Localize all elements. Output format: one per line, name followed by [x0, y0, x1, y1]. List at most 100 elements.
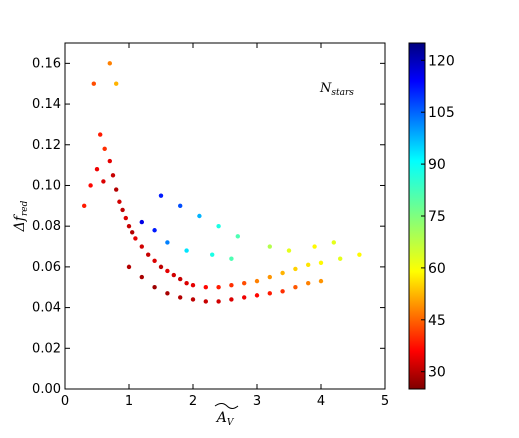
scatter-point	[318, 278, 324, 284]
scatter-point	[82, 203, 87, 209]
scatter-point	[254, 293, 260, 298]
scatter-point	[267, 244, 272, 249]
scatter-point	[306, 262, 311, 268]
scatter-point	[114, 81, 119, 86]
scatter-point	[120, 207, 125, 213]
scatter-point	[197, 213, 202, 219]
x-tick-label: 2	[189, 394, 197, 409]
annotation-nstars: Nstars	[319, 81, 354, 98]
scatter-point	[171, 272, 176, 278]
scatter-point	[165, 291, 170, 296]
scatter-point	[280, 289, 285, 294]
x-axis-label: AV	[215, 410, 235, 428]
colorbar-tick-label: 30	[428, 365, 446, 381]
scatter-point	[216, 299, 221, 304]
scatter-point	[267, 291, 272, 296]
scatter-point	[126, 223, 132, 229]
scatter-point	[101, 179, 106, 184]
scatter-point	[242, 280, 247, 286]
scatter-point	[190, 283, 196, 288]
colorbar-tick-label: 120	[428, 53, 455, 69]
scatter-point	[216, 285, 221, 290]
scatter-point	[190, 297, 196, 302]
scatter-point	[133, 236, 138, 241]
scatter-point	[139, 274, 144, 280]
scatter-point	[178, 276, 183, 282]
scatter-point	[216, 223, 221, 229]
scatter-point	[338, 256, 343, 261]
scatter-point	[139, 219, 144, 225]
colorbar-tick-label: 75	[428, 209, 446, 225]
colorbar-ticks: 30 45 60 75 90 105 120	[421, 53, 455, 381]
scatter-point	[312, 244, 317, 249]
y-tick-label: 0.06	[32, 260, 61, 275]
colorbar-tick-label: 90	[428, 157, 446, 173]
x-axis-ticks: 0 1 2 3 4 5	[61, 43, 389, 409]
y-axis-label: Δfred	[12, 200, 30, 232]
scatter-point	[178, 295, 183, 300]
scatter-point	[331, 240, 336, 245]
scatter-point	[229, 283, 234, 288]
scatter-point	[107, 158, 113, 164]
scatter-point	[152, 285, 157, 290]
y-tick-label: 0.16	[32, 56, 61, 71]
x-tick-label: 3	[253, 394, 261, 409]
scatter-point	[178, 203, 183, 209]
scatter-point	[165, 268, 170, 274]
scatter-point	[210, 252, 215, 257]
scatter-point	[203, 285, 208, 290]
scatter-point	[158, 264, 164, 270]
scatter-point	[98, 132, 103, 137]
plot-frame	[64, 42, 386, 390]
x-axis-label-tilde	[214, 403, 239, 409]
scatter-point	[280, 270, 285, 276]
scatter-point	[357, 252, 362, 257]
scatter-point	[286, 248, 292, 253]
y-tick-label: 0.12	[32, 138, 61, 153]
scatter-point	[123, 215, 128, 221]
scatter-point	[235, 234, 240, 239]
scatter-point	[126, 264, 132, 270]
scatter-point	[254, 278, 260, 284]
y-tick-label: 0.02	[32, 341, 61, 356]
scatter-point	[102, 146, 107, 152]
scatter-point	[158, 193, 164, 198]
scatter-point	[293, 285, 298, 290]
scatter-point	[318, 260, 324, 266]
scatter-point	[139, 244, 144, 249]
scatter-point	[107, 61, 113, 66]
y-tick-label: 0.14	[32, 97, 61, 112]
scatter-point	[91, 81, 97, 86]
scatter-point	[229, 256, 234, 261]
colorbar-tick-label: 60	[428, 261, 446, 277]
scatter-point	[165, 240, 170, 245]
scatter-point	[94, 166, 100, 172]
scatter-point	[306, 280, 311, 286]
colorbar-tick-label: 105	[428, 105, 455, 121]
scatter-point	[88, 183, 93, 188]
scatter-point	[267, 274, 272, 280]
scatter-point	[229, 297, 234, 302]
scatter-point	[184, 280, 189, 286]
scatter-point	[130, 230, 135, 235]
y-tick-label: 0.08	[32, 219, 61, 234]
y-tick-label: 0.10	[32, 178, 61, 193]
scatter-point	[146, 252, 151, 257]
x-tick-label: 1	[125, 394, 133, 409]
y-axis-ticks: 0.00 0.02 0.04 0.06 0.08 0.10 0.12 0.14 0.16	[32, 56, 385, 397]
scatter-point	[114, 187, 119, 192]
x-tick-label: 0	[61, 394, 69, 409]
scatter-points	[82, 61, 362, 304]
scatter-point	[203, 299, 208, 304]
x-tick-label: 5	[381, 394, 389, 409]
colorbar-tick-label: 45	[428, 313, 446, 329]
y-tick-label: 0.00	[32, 382, 61, 397]
scatter-point	[110, 173, 116, 178]
x-tick-label: 4	[317, 394, 325, 409]
scatter-point	[152, 258, 157, 263]
scatter-point	[293, 266, 298, 272]
scatter-point	[152, 228, 157, 233]
y-tick-label: 0.04	[32, 301, 61, 316]
